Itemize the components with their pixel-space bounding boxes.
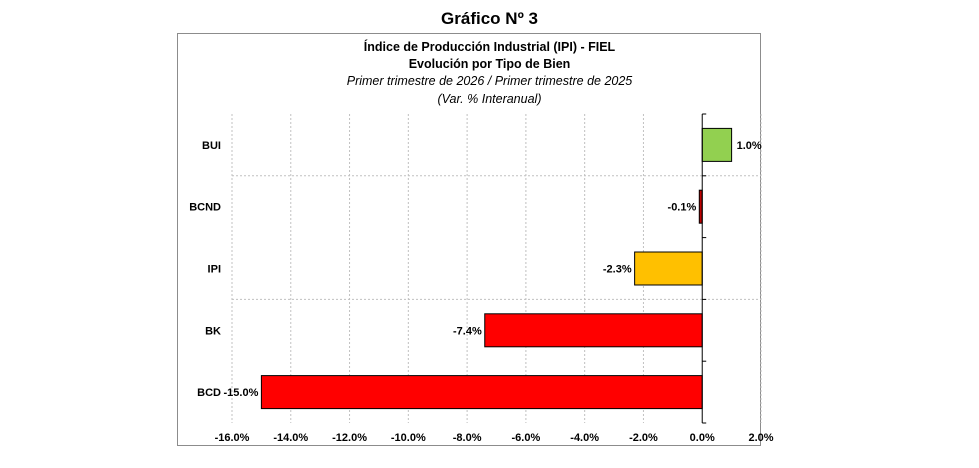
x-tick-label: -2.0%: [629, 432, 658, 444]
data-label: -15.0%: [224, 387, 259, 399]
bar: [484, 313, 703, 348]
category-label: BUI: [202, 140, 221, 152]
data-label: 1.0%: [737, 140, 762, 152]
x-tick-label: -4.0%: [570, 432, 599, 444]
x-tick-label: 2.0%: [748, 432, 773, 444]
data-label: -2.3%: [603, 264, 632, 276]
figure-title: Gráfico Nº 3: [441, 9, 538, 28]
chart-subtitle: Evolución por Tipo de Bien: [408, 57, 571, 71]
chart-period: Primer trimestre de 2026 / Primer trimes…: [346, 74, 633, 88]
category-label: BK: [205, 325, 221, 337]
category-label: IPI: [208, 264, 221, 276]
data-label: -0.1%: [668, 202, 697, 214]
x-tick-label: -8.0%: [453, 432, 482, 444]
x-tick-label: -14.0%: [273, 432, 308, 444]
x-tick-label: -12.0%: [332, 432, 367, 444]
category-label: BCND: [189, 202, 221, 214]
bar: [260, 375, 703, 410]
x-tick-label: -16.0%: [215, 432, 250, 444]
chart-title: Índice de Producción Industrial (IPI) - …: [363, 40, 616, 54]
category-label: BCD: [197, 387, 221, 399]
chart-unit-note: (Var. % Interanual): [437, 92, 542, 106]
x-tick-label: -6.0%: [512, 432, 541, 444]
bar: [634, 251, 703, 286]
x-tick-label: -10.0%: [391, 432, 426, 444]
data-label: -7.4%: [453, 325, 482, 337]
bar: [701, 127, 733, 162]
x-tick-label: 0.0%: [690, 432, 715, 444]
